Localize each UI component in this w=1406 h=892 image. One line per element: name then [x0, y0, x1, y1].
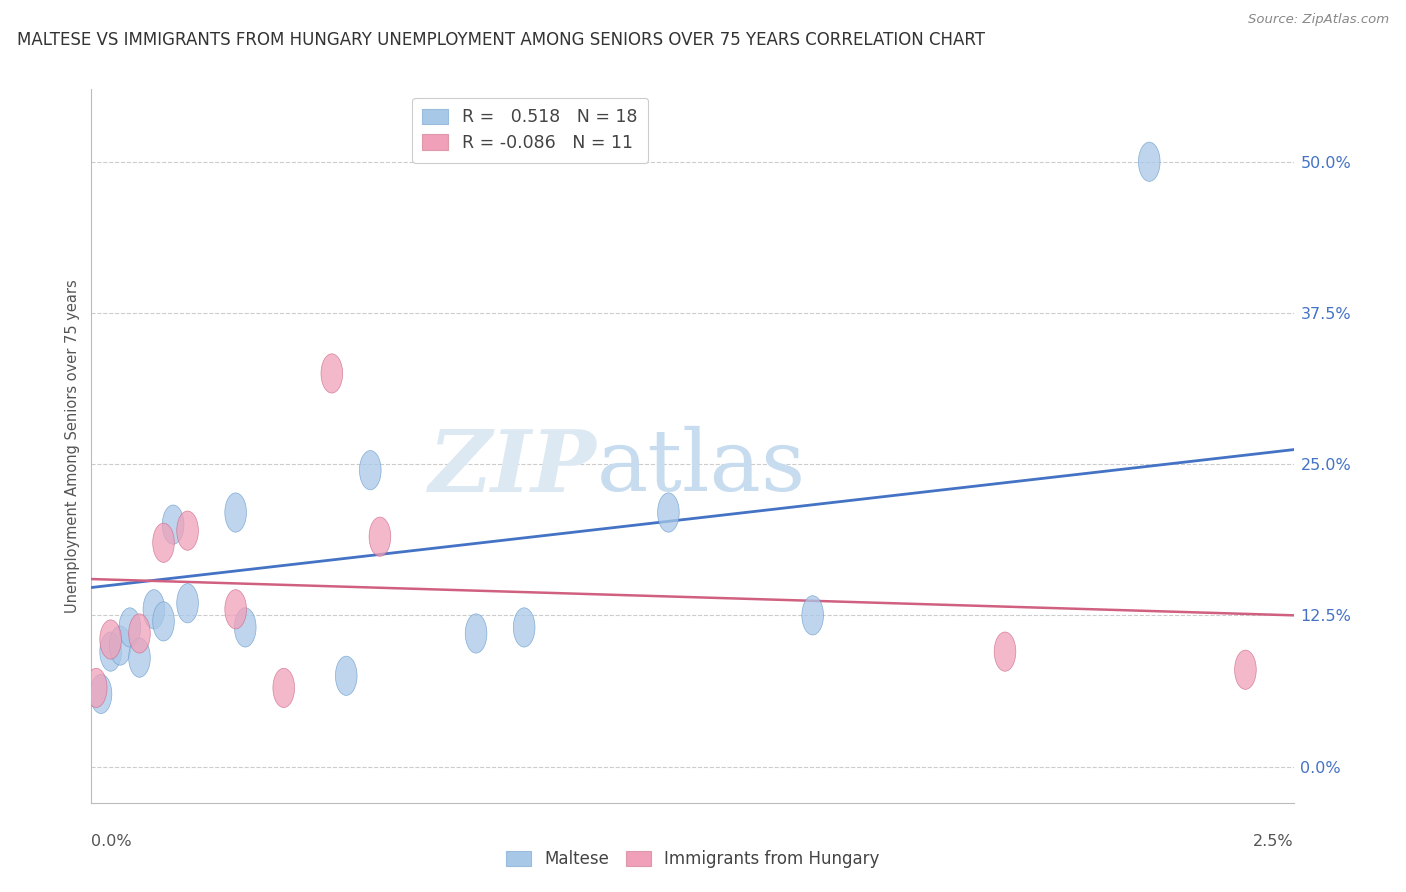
Text: ZIP: ZIP — [429, 425, 596, 509]
Text: atlas: atlas — [596, 425, 806, 509]
Ellipse shape — [110, 626, 131, 665]
Ellipse shape — [100, 632, 121, 672]
Ellipse shape — [90, 674, 112, 714]
Ellipse shape — [129, 638, 150, 677]
Y-axis label: Unemployment Among Seniors over 75 years: Unemployment Among Seniors over 75 years — [65, 279, 80, 613]
Ellipse shape — [100, 620, 121, 659]
Ellipse shape — [143, 590, 165, 629]
Ellipse shape — [1139, 142, 1160, 181]
Ellipse shape — [336, 657, 357, 696]
Ellipse shape — [86, 668, 107, 707]
Ellipse shape — [129, 614, 150, 653]
Ellipse shape — [177, 511, 198, 550]
Ellipse shape — [801, 596, 824, 635]
Ellipse shape — [177, 583, 198, 623]
Text: MALTESE VS IMMIGRANTS FROM HUNGARY UNEMPLOYMENT AMONG SENIORS OVER 75 YEARS CORR: MALTESE VS IMMIGRANTS FROM HUNGARY UNEMP… — [17, 31, 984, 49]
Legend: Maltese, Immigrants from Hungary: Maltese, Immigrants from Hungary — [498, 842, 887, 877]
Ellipse shape — [513, 607, 534, 647]
Ellipse shape — [235, 607, 256, 647]
Ellipse shape — [321, 354, 343, 393]
Text: 2.5%: 2.5% — [1253, 834, 1294, 849]
Text: Source: ZipAtlas.com: Source: ZipAtlas.com — [1249, 13, 1389, 27]
Ellipse shape — [153, 602, 174, 641]
Ellipse shape — [465, 614, 486, 653]
Ellipse shape — [994, 632, 1015, 672]
Ellipse shape — [658, 493, 679, 533]
Ellipse shape — [162, 505, 184, 544]
Ellipse shape — [120, 607, 141, 647]
Ellipse shape — [225, 493, 246, 533]
Ellipse shape — [153, 523, 174, 562]
Ellipse shape — [1234, 650, 1256, 690]
Ellipse shape — [360, 450, 381, 490]
Ellipse shape — [225, 590, 246, 629]
Ellipse shape — [370, 517, 391, 557]
Ellipse shape — [273, 668, 294, 707]
Text: 0.0%: 0.0% — [91, 834, 132, 849]
